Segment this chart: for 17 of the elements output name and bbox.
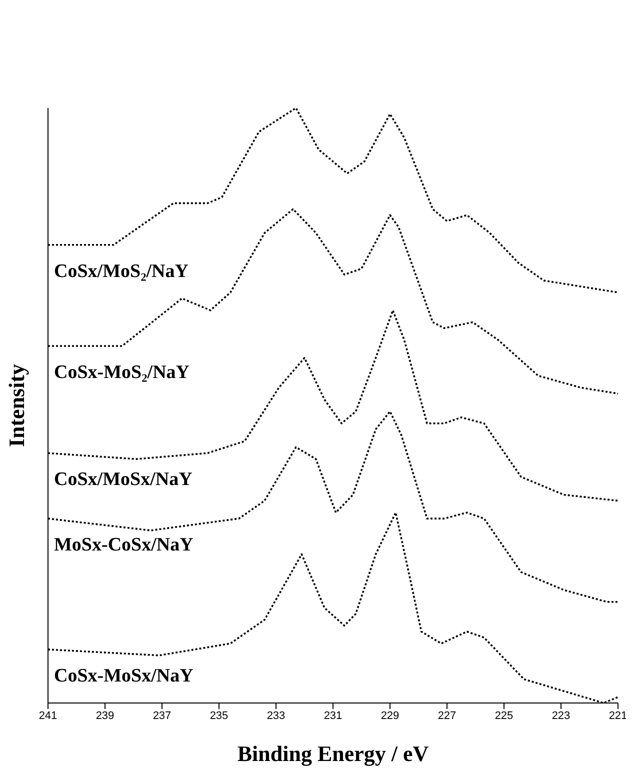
series-label: CoSx-MoS₂/NaY [54, 362, 190, 383]
x-axis-title: Binding Energy / eV [237, 741, 429, 766]
series-label: MoSx-CoSx/NaY [54, 534, 194, 556]
series-label: CoSx-MoSx/NaY [54, 665, 194, 686]
x-tick-label: 239 [96, 710, 114, 722]
x-tick-label: 231 [324, 710, 342, 722]
x-tick-label: 225 [494, 710, 514, 722]
x-tick-label: 235 [210, 710, 228, 722]
x-tick-label: 227 [438, 710, 456, 722]
x-tick-label: 223 [552, 710, 570, 722]
x-tick-label: 233 [266, 710, 286, 722]
y-axis-title: Intensity [4, 364, 29, 448]
x-tick-label: 237 [152, 710, 172, 722]
series-label: CoSx/MoSx/NaY [54, 469, 193, 490]
series-label: CoSx/MoS₂/NaY [54, 260, 189, 282]
x-tick-label: 229 [380, 710, 400, 722]
x-tick-label: 241 [38, 710, 58, 722]
